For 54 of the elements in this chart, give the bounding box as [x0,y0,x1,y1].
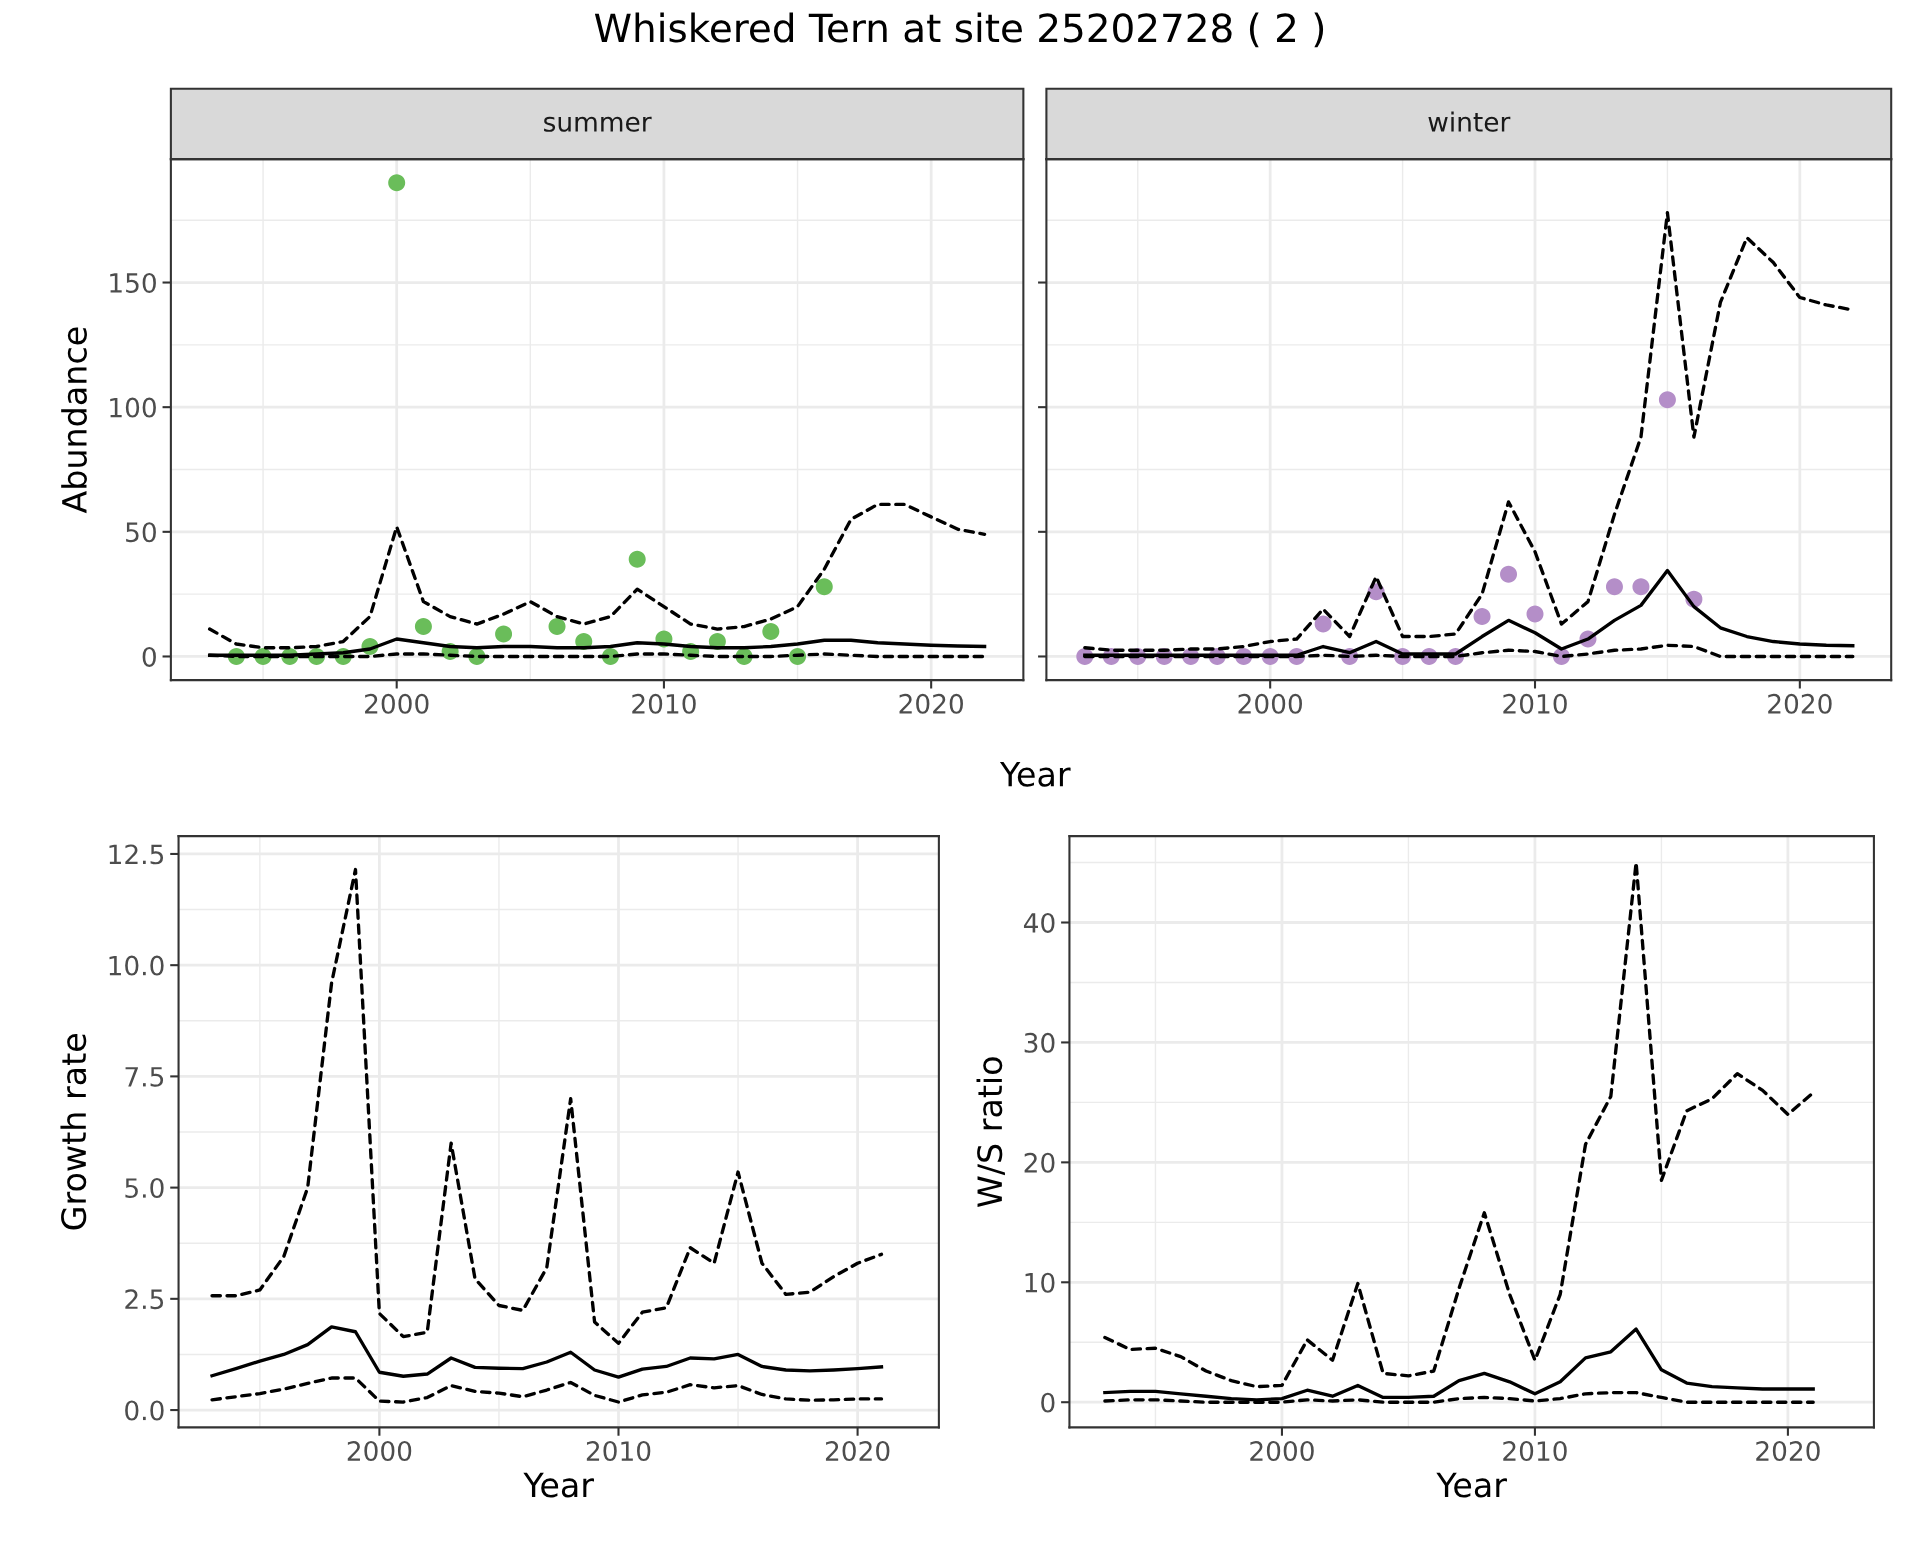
point [1473,608,1491,626]
x-tick-label: 2010 [1503,1441,1567,1462]
chart-subtitle: summer [544,116,652,132]
point [1658,391,1676,409]
point [495,625,513,643]
x-axis-title: Year [999,761,1071,787]
line-series [210,867,884,1345]
y-tick-label: 30 [1024,1032,1055,1053]
point [762,623,780,641]
y-tick-label: 5.0 [125,1178,164,1199]
y-tick-label: 40 [1023,912,1055,933]
point [1500,565,1518,583]
y-axis-title: W/S ratio [976,1057,1005,1208]
y-tick-label: 12.5 [109,844,164,865]
chart-subtitle: winter [1428,111,1511,132]
y-tick-label: 2.5 [125,1289,164,1310]
chart-title: Whiskered Tern at site 25202728 ( 2 ) [594,12,1324,48]
y-tick-label: 7.5 [125,1067,164,1087]
x-tick-label: 2020 [825,1441,890,1462]
x-tick-label: 2000 [1238,693,1303,714]
x-tick-label: 2010 [1503,693,1567,714]
x-tick-label: 2000 [365,693,429,714]
x-tick-label: 2010 [632,693,696,714]
point [815,578,833,596]
point [628,550,646,568]
y-axis-title: Abundance [61,327,87,514]
x-tick-label: 2020 [899,693,963,714]
y-tick-label: 10 [1025,1272,1055,1293]
line-series [210,1325,884,1379]
x-axis-title: Year [1436,1472,1507,1498]
y-tick-label: 0 [1041,1392,1055,1413]
x-tick-label: 2000 [347,1441,412,1462]
point [1526,605,1544,623]
x-tick-label: 2020 [1756,1441,1820,1462]
point [1632,578,1650,596]
line-series [210,1376,884,1404]
x-axis-title: Year [523,1472,595,1498]
point [388,174,406,192]
y-tick-label: 150 [110,272,156,293]
x-tick-label: 2010 [586,1441,651,1462]
y-tick-label: 10.0 [109,955,164,976]
y-tick-label: 100 [110,397,156,418]
y-tick-label: 50 [126,522,156,543]
point [548,618,566,636]
point [1314,615,1332,633]
line-series [1103,1327,1815,1402]
x-tick-label: 2000 [1250,1441,1314,1462]
point [414,618,432,636]
y-tick-label: 0.0 [125,1400,164,1421]
x-tick-label: 2020 [1768,693,1832,714]
point [1605,578,1623,596]
y-axis-title: Growth rate [60,1034,87,1230]
y-tick-label: 0 [142,646,156,667]
y-tick-label: 20 [1024,1152,1055,1173]
